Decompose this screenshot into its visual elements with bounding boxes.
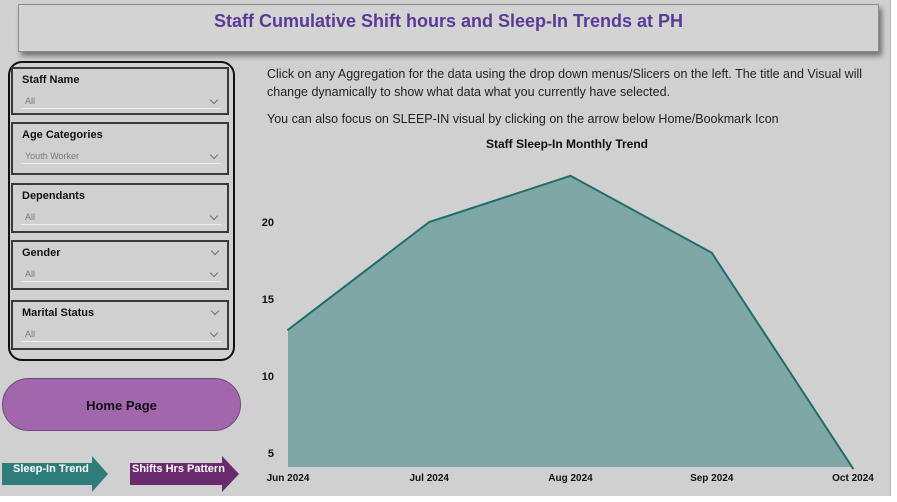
slicer-dropdown[interactable]: All bbox=[21, 328, 221, 342]
instruction-text-bookmark: You can also focus on SLEEP-IN visual by… bbox=[267, 112, 779, 126]
sleep-in-trend-label: Sleep-In Trend bbox=[13, 463, 89, 475]
arrow-shape bbox=[130, 456, 239, 492]
slicer-label: Gender bbox=[22, 247, 61, 259]
slicer-dropdown[interactable]: Youth Worker bbox=[21, 150, 221, 164]
data-point-3 bbox=[710, 251, 713, 254]
slicer-value: All bbox=[25, 269, 36, 279]
slicer-dropdown[interactable]: All bbox=[21, 268, 221, 282]
x-tick-label: Oct 2024 bbox=[832, 473, 874, 484]
data-point-4 bbox=[852, 467, 854, 470]
slicer-dependants[interactable]: Dependants All bbox=[11, 183, 229, 233]
slicer-dropdown[interactable]: All bbox=[21, 95, 221, 109]
x-tick-label: Jul 2024 bbox=[410, 473, 450, 484]
y-tick-label: 10 bbox=[262, 371, 274, 383]
slicer-value: All bbox=[25, 329, 36, 339]
slicer-label: Age Categories bbox=[22, 129, 103, 141]
y-tick-label: 15 bbox=[262, 294, 274, 306]
slicer-gender[interactable]: Gender All bbox=[11, 240, 229, 290]
slicer-panel bbox=[8, 61, 235, 361]
arrow-shape bbox=[2, 456, 108, 492]
data-point-2 bbox=[569, 174, 572, 177]
slicer-dropdown[interactable]: All bbox=[21, 211, 221, 225]
slicer-label: Marital Status bbox=[22, 307, 95, 319]
window-frame-right bbox=[890, 0, 897, 502]
instruction-text: Click on any Aggregation for the data us… bbox=[267, 67, 863, 99]
home-page-button[interactable]: Home Page bbox=[2, 378, 241, 431]
x-tick-label: Jun 2024 bbox=[267, 473, 310, 484]
area-fill bbox=[288, 175, 853, 469]
data-point-0 bbox=[287, 328, 289, 331]
y-tick-label: 5 bbox=[268, 448, 274, 460]
slicer-value: All bbox=[25, 212, 36, 222]
slicer-marital-status[interactable]: Marital Status All bbox=[11, 300, 229, 350]
arrow-right-icon bbox=[130, 456, 239, 492]
window-frame-bottom bbox=[0, 496, 897, 502]
slicer-label: Staff Name bbox=[22, 74, 80, 86]
slicer-label: Dependants bbox=[22, 190, 85, 202]
home-page-label: Home Page bbox=[86, 398, 157, 413]
slicer-value: All bbox=[25, 96, 36, 106]
chart-title: Staff Sleep-In Monthly Trend bbox=[485, 137, 648, 151]
shifts-hrs-pattern-label: Shifts Hrs Pattern bbox=[132, 463, 225, 475]
y-tick-label: 20 bbox=[262, 217, 274, 229]
shifts-hrs-pattern-button[interactable]: Shifts Hrs Pattern bbox=[130, 456, 240, 493]
page-title: Staff Cumulative Shift hours and Sleep-I… bbox=[213, 11, 684, 31]
slicer-age-categories[interactable]: Age Categories Youth Worker bbox=[11, 122, 229, 175]
data-point-1 bbox=[428, 221, 431, 223]
title-banner: Staff Cumulative Shift hours and Sleep-I… bbox=[18, 4, 879, 52]
slicer-staff-name[interactable]: Staff Name All bbox=[11, 67, 229, 115]
slicer-value: Youth Worker bbox=[25, 151, 80, 161]
arrow-right-icon bbox=[2, 456, 108, 492]
x-tick-label: Sep 2024 bbox=[690, 473, 734, 484]
sleep-in-trend-button[interactable]: Sleep-In Trend bbox=[2, 456, 109, 493]
x-tick-label: Aug 2024 bbox=[548, 473, 593, 484]
